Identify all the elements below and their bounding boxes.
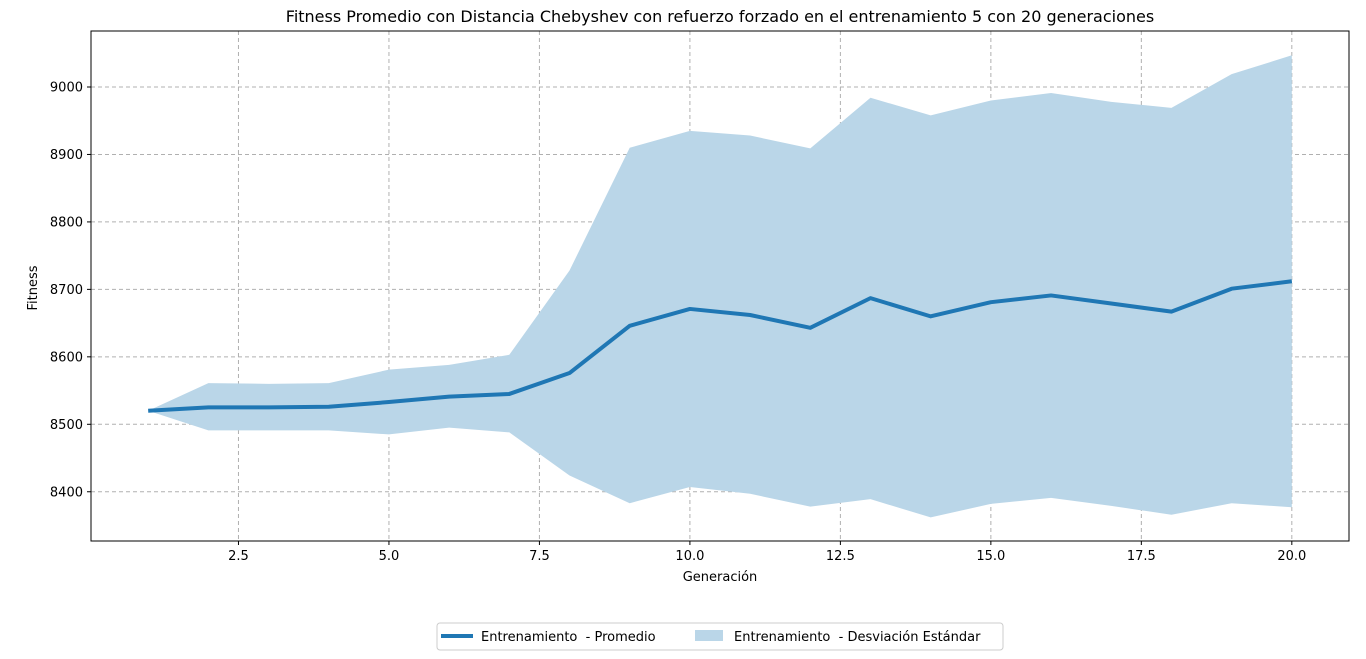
x-tick-label: 5.0 [379,549,400,564]
legend: Entrenamiento - Promedio Entrenamiento -… [437,623,1003,650]
y-tick-label: 8900 [50,148,83,163]
legend-label-std: Entrenamiento - Desviación Estándar [734,630,981,645]
x-tick-label: 10.0 [675,549,704,564]
x-tick-label: 15.0 [976,549,1005,564]
x-tick-label: 7.5 [529,549,550,564]
x-tick-label: 2.5 [228,549,249,564]
x-tick-label: 12.5 [826,549,855,564]
x-tick-label: 17.5 [1127,549,1156,564]
x-tick-label: 20.0 [1277,549,1306,564]
y-tick-label: 8400 [50,485,83,500]
legend-label-mean: Entrenamiento - Promedio [481,630,656,645]
y-tick-label: 8800 [50,215,83,230]
chart-title: Fitness Promedio con Distancia Chebyshev… [286,7,1154,26]
x-axis-label: Generación [683,570,758,585]
y-tick-label: 9000 [50,80,83,95]
y-tick-label: 8700 [50,283,83,298]
y-axis-label: Fitness [26,265,41,310]
legend-band-swatch [695,630,723,641]
y-tick-label: 8600 [50,350,83,365]
y-tick-label: 8500 [50,418,83,433]
